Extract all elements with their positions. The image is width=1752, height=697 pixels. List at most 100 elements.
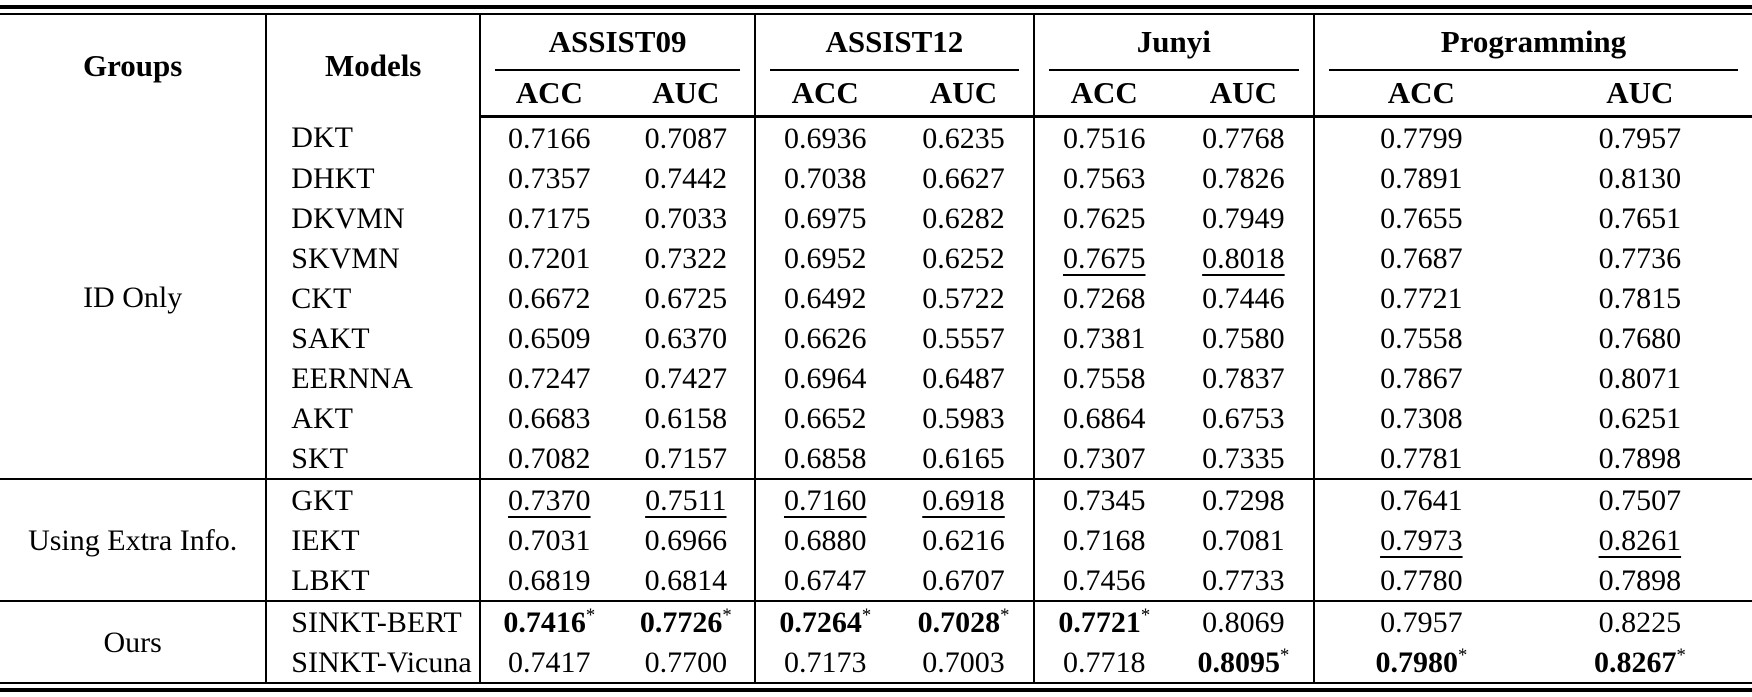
metric-value: 0.7721 [1312, 278, 1528, 318]
group-label: Using Extra Info. [0, 478, 267, 601]
metric-value: 0.6626 [754, 318, 895, 358]
value-text: 0.6627 [922, 161, 1005, 195]
metric-value: 0.7780 [1312, 560, 1528, 601]
value-text: 0.7700 [644, 645, 728, 679]
value-text: 0.6370 [644, 321, 728, 355]
value-text: 0.7837 [1202, 361, 1285, 395]
table-header: Groups Models ASSIST09 ASSIST12 Junyi Progr… [0, 15, 1752, 118]
metric-value: 0.8069 [1173, 600, 1314, 642]
metric-header: AUC [1527, 71, 1752, 118]
metric-value: 0.7781 [1312, 438, 1528, 479]
metric-value: 0.7625 [1032, 198, 1174, 238]
header-row-datasets: Groups Models ASSIST09 ASSIST12 Junyi Progr… [0, 15, 1752, 117]
value-text: 0.7087 [644, 121, 728, 155]
value-text: 0.6966 [644, 523, 728, 557]
value-text: 0.7082 [508, 441, 591, 475]
table-bottom-rule [0, 682, 1752, 692]
metric-value: 0.6627 [894, 158, 1033, 198]
value-text: 0.8018 [1202, 241, 1285, 275]
metric-value: 0.7417 [479, 642, 618, 682]
table-row: CKT 0.6672 0.6725 0.6492 0.5722 0.7268 0.7446 0… [0, 278, 1752, 318]
metric-value: 0.7264* [754, 600, 895, 642]
value-text: 0.7558 [1062, 361, 1146, 395]
value-text: 0.6235 [922, 121, 1005, 155]
value-text: 0.6936 [783, 121, 867, 155]
metric-value: 0.7247 [479, 358, 618, 398]
metric-value: 0.7768 [1174, 117, 1314, 159]
value-text: 0.7307 [1062, 441, 1146, 475]
value-text: 0.7357 [508, 161, 591, 195]
col-header-models: Models [265, 15, 481, 117]
metric-value: 0.6252 [894, 238, 1033, 278]
value-text: 0.7957 [1598, 121, 1682, 155]
value-text: 0.8267 [1593, 645, 1677, 679]
value-text: 0.7733 [1202, 563, 1285, 597]
metric-value: 0.7033 [618, 198, 756, 238]
value-text: 0.7175 [508, 201, 591, 235]
metric-value: 0.6158 [618, 398, 756, 438]
metric-value: 0.5722 [894, 278, 1033, 318]
value-text: 0.6672 [508, 281, 591, 315]
metric-value: 0.7173 [754, 642, 895, 682]
value-text: 0.7028 [917, 605, 1001, 639]
metric-header: ACC [1312, 71, 1528, 118]
metric-value: 0.7733 [1174, 560, 1314, 601]
dataset-header: Junyi [1032, 15, 1314, 71]
value-text: 0.7898 [1598, 563, 1682, 597]
metric-value: 0.7511 [617, 478, 756, 520]
significance-star: * [1140, 604, 1151, 626]
metric-value: 0.7898 [1528, 560, 1752, 601]
metric-value: 0.7718 [1032, 642, 1174, 682]
value-text: 0.5983 [922, 401, 1005, 435]
metric-value: 0.6864 [1032, 398, 1174, 438]
col-header-groups: Groups [82, 47, 183, 83]
value-text: 0.6819 [508, 563, 591, 597]
metric-header: ACC [479, 71, 618, 118]
value-text: 0.5557 [922, 321, 1005, 355]
metric-value: 0.7201 [479, 238, 618, 278]
value-text: 0.6652 [783, 401, 867, 435]
metric-value: 0.7957 [1312, 600, 1528, 642]
metric-value: 0.7038 [754, 158, 895, 198]
metric-header: ACC [754, 71, 895, 118]
metric-value: 0.6880 [754, 520, 895, 560]
metric-value: 0.7891 [1312, 158, 1528, 198]
metric-value: 0.7003 [894, 642, 1033, 682]
value-text: 0.7335 [1202, 441, 1285, 475]
group-label: Ours [0, 600, 267, 682]
dataset-name: ASSIST12 [770, 25, 1019, 71]
value-text: 0.7949 [1202, 201, 1285, 235]
table-row: DHKT 0.7357 0.7442 0.7038 0.6627 0.7563 0.7826… [0, 158, 1752, 198]
value-text: 0.8130 [1598, 161, 1682, 195]
value-text: 0.7721 [1058, 605, 1141, 639]
metric-value: 0.7381 [1032, 318, 1174, 358]
value-text: 0.8261 [1598, 523, 1682, 557]
metric-value: 0.7446 [1174, 278, 1314, 318]
value-text: 0.8225 [1598, 605, 1682, 639]
metric-value: 0.5983 [894, 398, 1033, 438]
dataset-name: Programming [1328, 25, 1738, 71]
value-text: 0.7799 [1380, 121, 1463, 155]
significance-star: * [1676, 644, 1686, 666]
metric-value: 0.7580 [1174, 318, 1314, 358]
value-text: 0.7768 [1202, 121, 1285, 155]
table-row: SKVMN 0.7201 0.7322 0.6952 0.6252 0.7675 0.801… [0, 238, 1752, 278]
metric-value: 0.7721* [1032, 600, 1174, 642]
value-text: 0.7726 [639, 605, 723, 639]
model-name: GKT [265, 478, 481, 520]
value-text: 0.7033 [644, 201, 728, 235]
value-text: 0.7446 [1202, 281, 1285, 315]
value-text: 0.7247 [508, 361, 591, 395]
metric-value: 0.7087 [618, 117, 756, 159]
value-text: 0.7780 [1380, 563, 1463, 597]
metric-value: 0.6975 [754, 198, 895, 238]
value-text: 0.7980 [1375, 645, 1458, 679]
metric-value: 0.7308 [1312, 398, 1528, 438]
metric-value: 0.7736 [1528, 238, 1752, 278]
value-text: 0.6165 [922, 441, 1005, 475]
value-text: 0.7736 [1598, 241, 1682, 275]
value-text: 0.7957 [1380, 605, 1463, 639]
value-text: 0.7625 [1062, 201, 1146, 235]
metric-value: 0.7507 [1527, 478, 1752, 520]
value-text: 0.7511 [645, 483, 727, 517]
